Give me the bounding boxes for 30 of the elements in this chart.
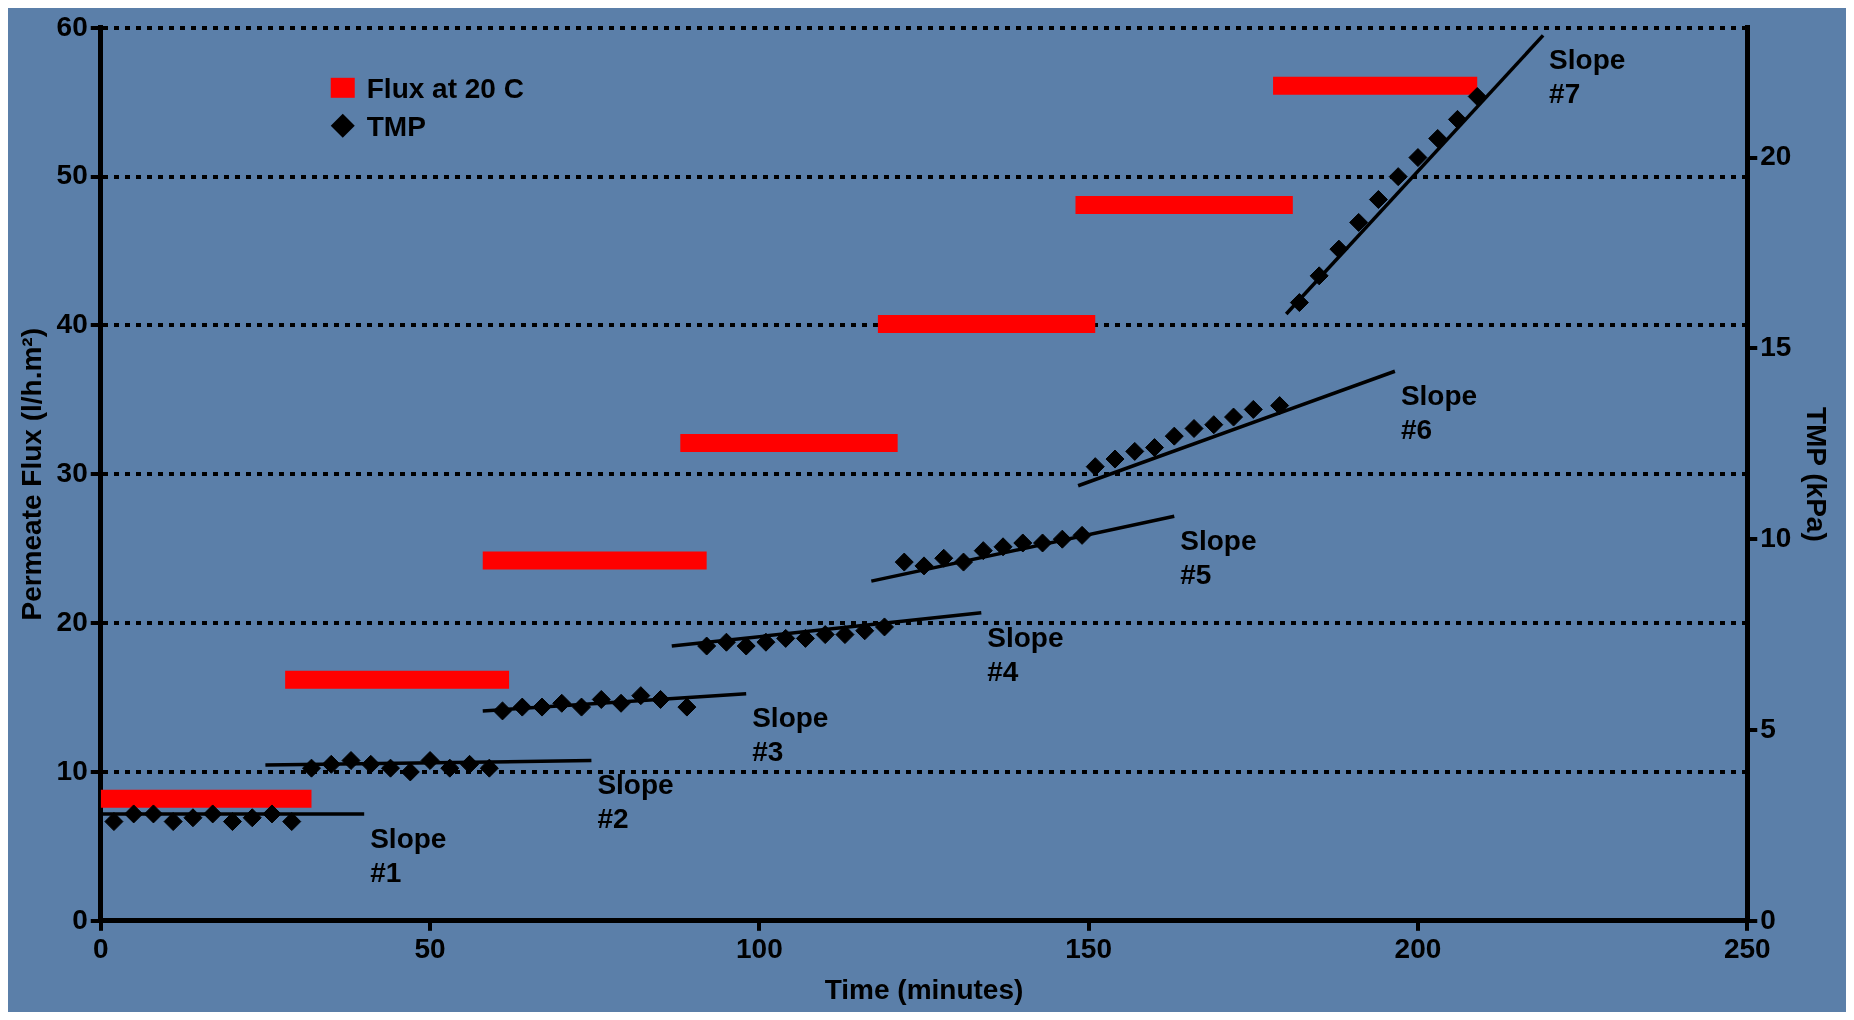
annotation: Slope #5 <box>1180 525 1257 590</box>
legend-label: Flux at 20 C <box>366 72 524 104</box>
x-tick-label: 100 <box>735 933 783 965</box>
legend-label: TMP <box>366 110 426 142</box>
y2-tick-label: 10 <box>1760 521 1792 553</box>
y-tick-label: 60 <box>56 10 88 42</box>
y-tick-label: 0 <box>72 903 88 935</box>
y2-tick-label: 5 <box>1760 712 1776 744</box>
y2-tick-label: 15 <box>1760 331 1792 363</box>
y-axis-title: Permeate Flux (l/h.m²) <box>15 328 47 621</box>
y2-tick-label: 20 <box>1760 140 1792 172</box>
annotation: Slope #7 <box>1549 44 1626 110</box>
x-tick-label: 50 <box>414 933 446 965</box>
x-tick-label: 150 <box>1065 933 1113 965</box>
y2-tick-label: 0 <box>1760 903 1776 935</box>
y-tick-label: 20 <box>56 605 88 637</box>
y-tick-label: 30 <box>56 457 88 489</box>
y-tick-label: 10 <box>56 754 88 786</box>
y-tick-label: 50 <box>56 159 88 191</box>
y-tick-label: 40 <box>56 308 88 340</box>
x-tick-label: 0 <box>92 933 109 965</box>
annotation: Slope #2 <box>597 769 674 835</box>
x-tick-label: 250 <box>1723 933 1771 965</box>
annotation: Slope #6 <box>1400 379 1478 445</box>
x-tick-label: 200 <box>1394 933 1442 965</box>
y2-axis-title: TMP (kPa) <box>1801 406 1833 542</box>
annotation: Slope #4 <box>987 621 1064 687</box>
x-axis-title: Time (minutes) <box>824 973 1024 1005</box>
annotation: Slope #3 <box>752 702 829 768</box>
annotation: Slope #1 <box>370 822 447 888</box>
